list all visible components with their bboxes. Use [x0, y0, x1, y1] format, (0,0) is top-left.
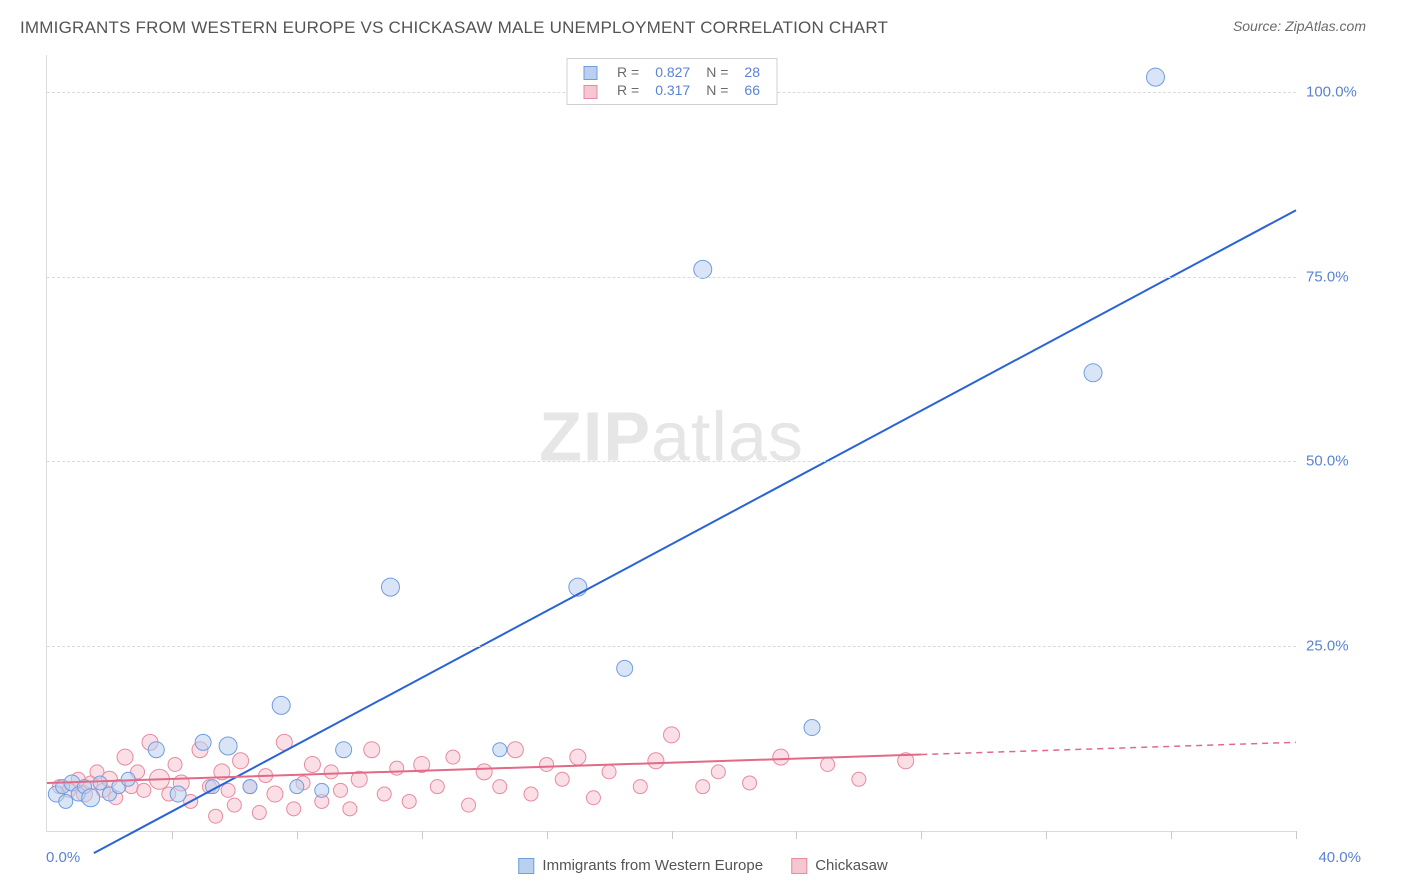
point-pink: [524, 787, 538, 801]
point-pink: [648, 753, 664, 769]
y-tick-label: 100.0%: [1306, 83, 1376, 100]
point-pink: [711, 765, 725, 779]
point-pink: [664, 727, 680, 743]
point-pink: [696, 780, 710, 794]
grid-line: [47, 461, 1296, 462]
point-pink: [540, 757, 554, 771]
point-pink: [446, 750, 460, 764]
point-pink: [227, 798, 241, 812]
point-blue: [272, 696, 290, 714]
grid-line: [47, 277, 1296, 278]
correlation-legend: R =0.827N =28R =0.317N =66: [566, 58, 777, 105]
point-pink: [507, 742, 523, 758]
point-blue: [617, 660, 633, 676]
point-blue: [82, 789, 100, 807]
x-tick: [921, 831, 922, 839]
series-legend: Immigrants from Western Europe Chickasaw: [518, 857, 888, 874]
point-pink: [252, 806, 266, 820]
point-blue: [59, 794, 73, 808]
point-pink: [364, 742, 380, 758]
point-blue: [243, 780, 257, 794]
point-blue: [219, 737, 237, 755]
point-pink: [402, 794, 416, 808]
legend-row-pink: R =0.317N =66: [575, 81, 768, 99]
x-tick: [422, 831, 423, 839]
legend-item-pink: Chickasaw: [791, 857, 888, 874]
x-tick: [1046, 831, 1047, 839]
x-tick: [297, 831, 298, 839]
x-tick: [1296, 831, 1297, 839]
source-label: Source: ZipAtlas.com: [1233, 18, 1366, 34]
y-tick-label: 25.0%: [1306, 638, 1376, 655]
point-pink: [390, 761, 404, 775]
point-blue: [336, 742, 352, 758]
point-blue: [170, 786, 186, 802]
x-tick: [1171, 831, 1172, 839]
chart-container: Male Unemployment ZIPatlas R =0.827N =28…: [46, 55, 1296, 832]
y-tick-label: 75.0%: [1306, 268, 1376, 285]
point-blue: [195, 734, 211, 750]
y-tick-label: 50.0%: [1306, 453, 1376, 470]
legend-row-blue: R =0.827N =28: [575, 63, 768, 81]
point-pink: [334, 783, 348, 797]
x-tick: [547, 831, 548, 839]
grid-line: [47, 646, 1296, 647]
point-pink: [476, 764, 492, 780]
point-blue: [694, 260, 712, 278]
x-min-label: 0.0%: [46, 849, 80, 866]
point-pink: [493, 780, 507, 794]
point-pink: [304, 756, 320, 772]
point-blue: [290, 780, 304, 794]
point-pink: [821, 757, 835, 771]
point-pink: [586, 791, 600, 805]
point-pink: [209, 809, 223, 823]
point-pink: [221, 783, 235, 797]
trend-blue: [94, 210, 1296, 853]
swatch-pink: [791, 858, 807, 874]
point-pink: [343, 802, 357, 816]
point-blue: [1146, 68, 1164, 86]
point-pink: [117, 749, 133, 765]
point-pink: [773, 749, 789, 765]
point-pink: [633, 780, 647, 794]
point-pink: [743, 776, 757, 790]
point-pink: [555, 772, 569, 786]
x-tick: [172, 831, 173, 839]
trend-pink-dashed: [921, 742, 1296, 754]
point-pink: [602, 765, 616, 779]
point-blue: [804, 720, 820, 736]
point-pink: [168, 757, 182, 771]
x-tick: [796, 831, 797, 839]
chart-title: IMMIGRANTS FROM WESTERN EUROPE VS CHICKA…: [20, 18, 888, 38]
point-pink: [233, 753, 249, 769]
point-pink: [377, 787, 391, 801]
point-pink: [324, 765, 338, 779]
point-pink: [137, 783, 151, 797]
x-tick: [672, 831, 673, 839]
point-pink: [267, 786, 283, 802]
plot-area: ZIPatlas R =0.827N =28R =0.317N =66 25.0…: [46, 55, 1296, 832]
point-blue: [148, 742, 164, 758]
point-pink: [462, 798, 476, 812]
point-pink: [430, 780, 444, 794]
plot-svg: [47, 55, 1296, 831]
point-blue: [493, 743, 507, 757]
point-blue: [93, 776, 107, 790]
point-pink: [287, 802, 301, 816]
point-pink: [570, 749, 586, 765]
point-blue: [1084, 364, 1102, 382]
point-blue: [381, 578, 399, 596]
swatch-blue: [518, 858, 534, 874]
point-blue: [315, 783, 329, 797]
legend-item-blue: Immigrants from Western Europe: [518, 857, 763, 874]
point-pink: [852, 772, 866, 786]
x-max-label: 40.0%: [1318, 849, 1361, 866]
